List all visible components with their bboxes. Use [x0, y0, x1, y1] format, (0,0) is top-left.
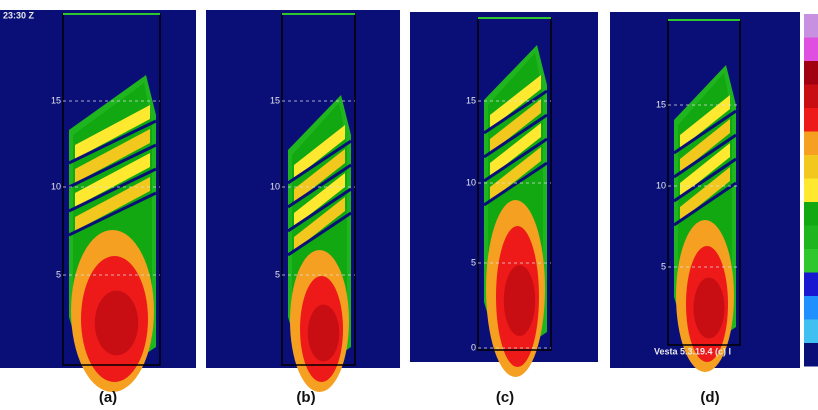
echo-core	[94, 290, 139, 356]
axis-label: 15	[51, 95, 61, 105]
color-scale	[804, 14, 818, 367]
radar-panel: 15 10 5 23:30 Z (a)	[0, 10, 196, 406]
echo-gap	[68, 191, 157, 237]
axis-label: 10	[270, 181, 280, 191]
axis-label: 5	[275, 269, 280, 279]
echo-band	[75, 105, 150, 159]
echo-gap	[673, 181, 737, 227]
axis-label: 5	[56, 269, 61, 279]
scale-swatch	[804, 202, 818, 226]
radar-panel: 15 10 5 Vesta 5.3.19.4 (c) I (d)	[610, 12, 800, 406]
scale-swatch	[804, 272, 818, 296]
echo-band	[680, 119, 730, 173]
echo-band	[490, 75, 541, 129]
echo-gap	[673, 157, 737, 203]
echo-gap	[673, 109, 737, 155]
axis-label: 0	[471, 342, 476, 352]
panel-caption: (a)	[99, 389, 117, 406]
axis-label: 15	[466, 95, 476, 105]
echo-gap	[483, 113, 548, 159]
echo-band	[680, 143, 730, 197]
echo-gap	[68, 119, 157, 165]
echo-band	[75, 129, 150, 183]
radar-panel: 15 10 5 0 (c)	[410, 12, 598, 406]
scale-swatch	[804, 319, 818, 343]
echo-band	[294, 125, 345, 179]
scale-swatch	[804, 84, 818, 108]
axis-label: 10	[466, 177, 476, 187]
echo-band	[490, 123, 541, 177]
axis-label: 15	[270, 95, 280, 105]
echo-band	[294, 173, 345, 227]
scale-swatch	[804, 249, 818, 273]
echo-band	[680, 95, 730, 149]
scale-swatch	[804, 155, 818, 179]
panel-caption: (b)	[296, 389, 315, 406]
footer-text: Vesta 5.3.19.4 (c) I	[654, 346, 731, 356]
echo-gap	[483, 89, 548, 135]
echo-gap	[673, 133, 737, 179]
echo-band	[680, 167, 730, 221]
scale-swatch	[804, 37, 818, 61]
timestamp: 23:30 Z	[3, 10, 35, 20]
radar-panel: 15 10 5 (b)	[206, 10, 400, 406]
scale-swatch	[804, 296, 818, 320]
axis-label: 10	[51, 181, 61, 191]
echo-core	[307, 304, 340, 362]
echo-core	[693, 277, 725, 339]
echo-core	[503, 265, 536, 336]
echo-gap	[287, 211, 352, 257]
echo-band	[490, 99, 541, 153]
scale-swatch	[804, 343, 818, 367]
echo-gap	[68, 143, 157, 189]
echo-gap	[483, 161, 548, 207]
scale-swatch	[804, 131, 818, 155]
panel-caption: (c)	[496, 389, 514, 406]
axis-label: 5	[471, 257, 476, 267]
axis-label: 10	[656, 180, 666, 190]
echo-band	[294, 149, 345, 203]
panel-caption: (d)	[700, 389, 719, 406]
scale-swatch	[804, 225, 818, 249]
scale-swatch	[804, 14, 818, 38]
echo-gap	[287, 139, 352, 185]
axis-label: 15	[656, 99, 666, 109]
echo-gap	[287, 187, 352, 233]
scale-swatch	[804, 178, 818, 202]
echo-band	[75, 177, 150, 231]
echo-gap	[68, 167, 157, 213]
scale-swatch	[804, 108, 818, 132]
axis-label: 5	[661, 261, 666, 271]
echo-band	[294, 197, 345, 251]
echo-band	[75, 153, 150, 207]
echo-gap	[287, 163, 352, 209]
scale-swatch	[804, 61, 818, 85]
echo-gap	[483, 137, 548, 183]
echo-band	[490, 147, 541, 201]
